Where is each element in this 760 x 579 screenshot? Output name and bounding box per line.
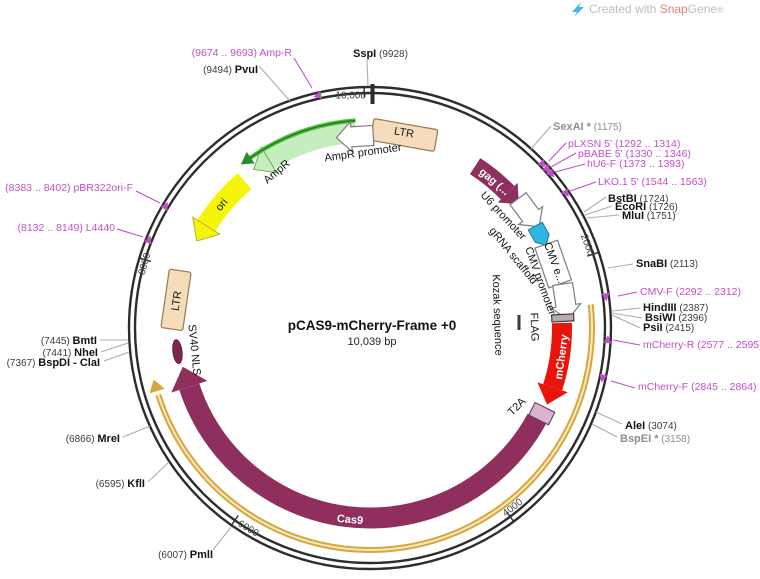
primer-label-pbr322ori-f: (8383 .. 8402) pBR322ori-F xyxy=(5,182,133,194)
green-arc-arrowhead xyxy=(240,151,255,165)
enzyme-leader-lines xyxy=(100,59,643,551)
enzyme-label-alei: AleI (3074) xyxy=(625,420,677,432)
feature-label-kozak: Kozak sequence xyxy=(490,274,505,356)
feature-label-ltr3: LTR xyxy=(170,290,185,311)
feature-label-t2a: T2A xyxy=(506,395,529,418)
feature-label-sv40-nls: SV40 NLS xyxy=(185,324,202,376)
u6-promoter-arrow xyxy=(509,191,544,228)
feature-label-cas9: Cas9 xyxy=(336,513,363,527)
backbone-outer-ring xyxy=(127,85,613,571)
snapgene-logo-icon xyxy=(572,2,584,17)
backbone-inner-ring xyxy=(133,91,607,565)
grna-scaffold-arrow xyxy=(527,221,550,246)
feature-label-ltr5: LTR xyxy=(393,125,415,140)
enzyme-label-nhei: (7441) NheI xyxy=(42,347,98,359)
primer-label-lko1: LKO.1 5' (1544 .. 1563) xyxy=(598,176,707,188)
cmv-promoter-arrow xyxy=(549,281,583,321)
enzyme-label-sspi: SspI (9928) xyxy=(353,48,408,60)
snapgene-watermark: Created with SnapGene® xyxy=(572,2,724,17)
primer-label-plxsn: pLXSN 5' (1292 .. 1314) xyxy=(568,138,680,150)
plasmid-size: 10,039 bp xyxy=(348,336,397,348)
enzyme-label-bmti: (7445) BmtI xyxy=(41,335,97,347)
primer-label-mcherry-f: mCherry-F (2845 .. 2864) xyxy=(638,381,756,393)
primer-label-mcherry-r: mCherry-R (2577 .. 2595) xyxy=(643,339,760,351)
enzyme-label-mrei: (6866) MreI xyxy=(66,433,120,445)
gag-arrow-body xyxy=(167,125,573,531)
tick-label-10000: 10,000 xyxy=(335,91,366,102)
enzyme-label-sexai: SexAI * (1175) xyxy=(553,121,622,133)
gag-arrowhead xyxy=(497,182,519,205)
position-ticks xyxy=(139,84,600,526)
enzyme-label-hindiii: HindIII (2387) xyxy=(643,302,708,314)
cas9-arrowhead xyxy=(171,366,208,393)
t2a-box xyxy=(528,401,556,426)
sv40-nls-marker xyxy=(172,339,183,365)
gold-arc-core xyxy=(147,105,593,551)
enzyme-label-ecori: EcoRI (1726) xyxy=(615,201,678,213)
feature-label-flag: FLAG xyxy=(528,312,541,341)
ori-arrowhead xyxy=(192,216,222,242)
enzyme-label-bspdi-clai: (7367) BspDI - ClaI xyxy=(7,357,100,369)
gold-arc-arrowhead xyxy=(149,379,165,394)
enzyme-label-snabi: SnaBI (2113) xyxy=(636,258,698,270)
ampr-promoter-arrow xyxy=(335,120,375,154)
enzyme-label-pvui: (9494) PvuI xyxy=(203,64,258,76)
enzyme-label-mlui: MluI (1751) xyxy=(622,210,676,222)
enzyme-label-bspei: BspEI * (3158) xyxy=(620,433,690,445)
ltr3-box xyxy=(160,268,192,332)
plasmid-title: pCAS9-mCherry-Frame +0 xyxy=(288,318,456,333)
mcherry-arrow-body xyxy=(168,126,572,530)
enzyme-label-psii: PsiI (2415) xyxy=(643,322,694,334)
enzyme-label-kfli: (6595) KflI xyxy=(96,478,145,490)
watermark-text: Created with SnapGene® xyxy=(589,2,724,16)
primer-label-pbabe: pBABE 5' (1330 .. 1346) xyxy=(578,148,691,160)
mcherry-arrowhead xyxy=(537,382,568,405)
primer-label-amp-r: (9674 .. 9693) Amp-R xyxy=(192,47,293,59)
primer-label-cmv-f: CMV-F (2292 .. 2312) xyxy=(640,286,741,298)
primer-label-hu6-f: hU6-F (1373 .. 1393) xyxy=(587,158,684,170)
enzyme-label-bstbi: BstBI (1724) xyxy=(608,193,668,205)
flag-box xyxy=(550,313,575,323)
primer-marks xyxy=(143,91,612,383)
enzyme-label-bsiwi: BsiWI (2396) xyxy=(645,312,707,324)
primer-leader-lines xyxy=(116,57,641,389)
enzyme-label-pmli: (6007) PmlI xyxy=(158,549,213,561)
primer-label-l4440: (8132 .. 8149) L4440 xyxy=(18,222,116,234)
